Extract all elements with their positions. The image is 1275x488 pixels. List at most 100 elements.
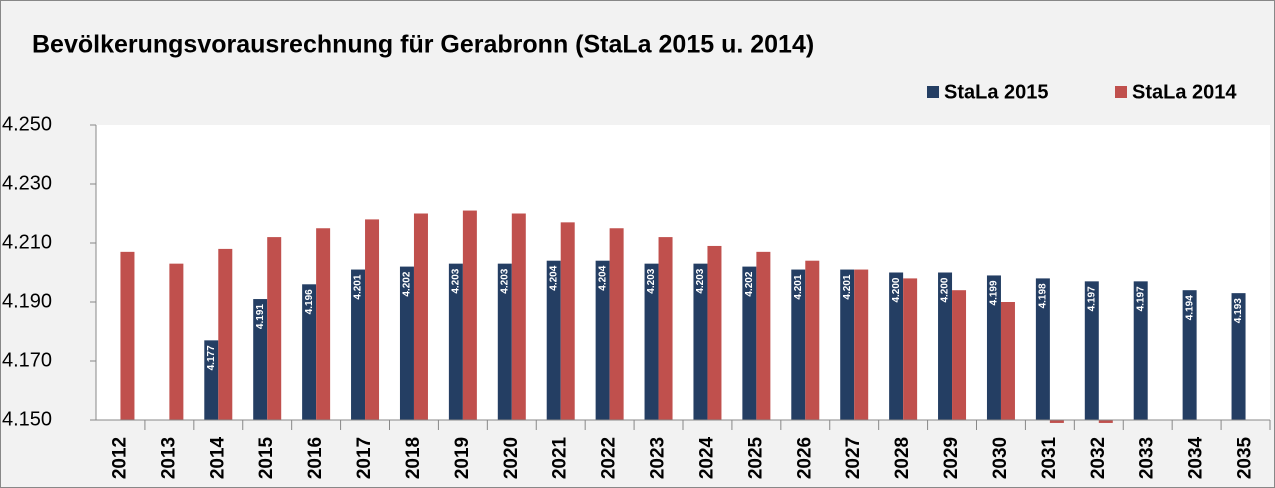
bar bbox=[253, 299, 268, 420]
x-tick-label: 2020 bbox=[501, 437, 522, 479]
x-tick-label: 2027 bbox=[843, 437, 864, 479]
x-tick-label: 2017 bbox=[354, 437, 375, 479]
data-label: 4.177 bbox=[206, 345, 217, 370]
x-tick-label: 2018 bbox=[403, 437, 424, 479]
bar bbox=[169, 263, 184, 420]
data-label: 4.203 bbox=[499, 268, 510, 293]
x-tick-label: 2016 bbox=[305, 437, 326, 479]
x-tick-label: 2029 bbox=[941, 437, 962, 479]
data-label: 4.202 bbox=[402, 271, 413, 296]
bar bbox=[609, 228, 624, 420]
x-tick-label: 2012 bbox=[109, 437, 130, 479]
data-label: 4.203 bbox=[695, 268, 706, 293]
data-label: 4.191 bbox=[255, 304, 266, 329]
y-tick-label: 4.150 bbox=[2, 408, 52, 430]
data-label: 4.201 bbox=[842, 274, 853, 299]
data-label: 4.196 bbox=[304, 289, 315, 314]
bar bbox=[462, 210, 477, 420]
bar bbox=[560, 222, 575, 420]
x-tick-label: 2024 bbox=[696, 436, 717, 479]
data-label: 4.197 bbox=[1086, 286, 1097, 311]
bar bbox=[120, 251, 135, 420]
bar bbox=[316, 228, 331, 420]
legend-swatch bbox=[927, 86, 939, 98]
data-label: 4.202 bbox=[744, 271, 755, 296]
legend-label: StaLa 2014 bbox=[1132, 81, 1237, 103]
bar bbox=[1231, 293, 1246, 420]
bar bbox=[448, 263, 463, 420]
bar bbox=[952, 290, 967, 420]
y-tick-label: 4.170 bbox=[2, 349, 52, 371]
bar bbox=[511, 213, 526, 420]
legend-label: StaLa 2015 bbox=[944, 81, 1049, 103]
data-label: 4.193 bbox=[1233, 298, 1244, 323]
bar bbox=[595, 260, 610, 420]
bar bbox=[756, 251, 771, 420]
bar bbox=[497, 263, 512, 420]
bar bbox=[854, 269, 869, 420]
bar bbox=[399, 266, 414, 420]
bar bbox=[693, 263, 708, 420]
bar bbox=[742, 266, 757, 420]
bar bbox=[658, 237, 673, 420]
bar bbox=[791, 269, 806, 420]
x-tick-label: 2026 bbox=[794, 437, 815, 479]
bar bbox=[351, 269, 366, 420]
data-label: 4.204 bbox=[548, 265, 559, 290]
x-tick-label: 2033 bbox=[1137, 437, 1158, 479]
data-label: 4.198 bbox=[1038, 283, 1049, 308]
x-tick-label: 2013 bbox=[158, 437, 179, 479]
plot-area bbox=[96, 125, 1270, 420]
data-label: 4.197 bbox=[1135, 286, 1146, 311]
data-label: 4.194 bbox=[1184, 295, 1195, 320]
bar bbox=[707, 245, 722, 420]
bar bbox=[903, 278, 918, 420]
y-tick-label: 4.230 bbox=[2, 172, 52, 194]
data-label: 4.203 bbox=[451, 268, 462, 293]
bar bbox=[1133, 281, 1148, 420]
bar bbox=[1049, 420, 1064, 423]
x-tick-label: 2031 bbox=[1039, 436, 1060, 479]
x-tick-label: 2023 bbox=[648, 437, 669, 479]
x-tick-label: 2022 bbox=[599, 437, 620, 479]
data-label: 4.199 bbox=[989, 280, 1000, 305]
x-tick-label: 2035 bbox=[1235, 436, 1256, 479]
bar bbox=[1084, 281, 1099, 420]
bar bbox=[644, 263, 659, 420]
x-tick-label: 2021 bbox=[550, 436, 571, 479]
bar bbox=[413, 213, 428, 420]
bar bbox=[889, 272, 904, 420]
bar bbox=[805, 260, 820, 420]
bar bbox=[204, 340, 219, 420]
x-tick-label: 2015 bbox=[256, 436, 277, 479]
chart-title: Bevölkerungsvorausrechnung für Gerabronn… bbox=[32, 31, 814, 59]
data-label: 4.201 bbox=[793, 274, 804, 299]
y-tick-label: 4.250 bbox=[2, 113, 52, 135]
bar bbox=[1098, 420, 1113, 423]
x-tick-label: 2034 bbox=[1186, 436, 1207, 479]
bar bbox=[986, 275, 1001, 420]
bar bbox=[218, 248, 233, 420]
x-tick-label: 2030 bbox=[990, 437, 1011, 479]
data-label: 4.204 bbox=[597, 265, 608, 290]
y-tick-label: 4.190 bbox=[2, 290, 52, 312]
bar bbox=[1182, 290, 1197, 420]
y-tick-label: 4.210 bbox=[2, 231, 52, 253]
x-tick-label: 2014 bbox=[207, 436, 228, 479]
bar bbox=[840, 269, 855, 420]
bar bbox=[546, 260, 561, 420]
bar bbox=[1035, 278, 1050, 420]
x-tick-label: 2028 bbox=[892, 437, 913, 479]
legend-swatch bbox=[1115, 86, 1127, 98]
data-label: 4.203 bbox=[646, 268, 657, 293]
data-label: 4.201 bbox=[353, 274, 364, 299]
bar bbox=[1000, 302, 1015, 420]
data-label: 4.200 bbox=[891, 277, 902, 302]
bar bbox=[267, 237, 282, 420]
bar bbox=[938, 272, 953, 420]
x-tick-label: 2032 bbox=[1088, 437, 1109, 479]
x-tick-label: 2025 bbox=[745, 436, 766, 479]
data-label: 4.200 bbox=[940, 277, 951, 302]
